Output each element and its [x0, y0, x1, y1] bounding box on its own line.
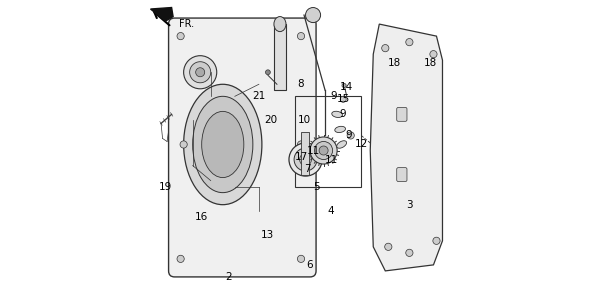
Text: 18: 18 [424, 58, 437, 68]
FancyBboxPatch shape [396, 168, 407, 182]
Ellipse shape [300, 154, 312, 166]
Ellipse shape [310, 137, 337, 164]
Bar [274, 24, 286, 90]
Text: 2: 2 [225, 272, 232, 282]
Ellipse shape [180, 141, 187, 148]
Text: 4: 4 [328, 206, 335, 216]
Ellipse shape [183, 84, 262, 205]
Text: 9: 9 [331, 91, 337, 101]
Ellipse shape [382, 45, 389, 52]
Ellipse shape [274, 17, 286, 32]
Text: 19: 19 [159, 182, 172, 192]
Text: 18: 18 [388, 58, 401, 68]
Ellipse shape [177, 33, 184, 40]
Text: 14: 14 [340, 82, 353, 92]
Ellipse shape [332, 111, 343, 117]
Text: 11: 11 [324, 154, 337, 165]
Ellipse shape [202, 111, 244, 178]
Ellipse shape [294, 148, 317, 171]
Text: 6: 6 [307, 260, 313, 270]
Text: FR.: FR. [179, 19, 194, 29]
Text: 7: 7 [304, 163, 310, 174]
Ellipse shape [337, 141, 346, 148]
Ellipse shape [193, 96, 253, 193]
Ellipse shape [430, 51, 437, 58]
Ellipse shape [342, 83, 346, 88]
Ellipse shape [335, 126, 346, 132]
Text: 20: 20 [264, 115, 277, 126]
Ellipse shape [266, 70, 270, 75]
Ellipse shape [340, 96, 346, 102]
Text: 10: 10 [297, 115, 310, 126]
Text: 13: 13 [261, 230, 274, 240]
Text: 9: 9 [346, 130, 352, 141]
Text: 15: 15 [336, 94, 350, 104]
Text: 12: 12 [355, 139, 368, 150]
Ellipse shape [314, 141, 333, 160]
Text: 8: 8 [298, 79, 304, 89]
Ellipse shape [297, 33, 304, 40]
Text: 11: 11 [306, 145, 320, 156]
Ellipse shape [177, 255, 184, 262]
Ellipse shape [347, 132, 355, 139]
Text: 3: 3 [406, 200, 412, 210]
Ellipse shape [385, 243, 392, 250]
FancyBboxPatch shape [396, 107, 407, 121]
Ellipse shape [319, 146, 328, 155]
Bar [301, 132, 309, 175]
Text: 21: 21 [253, 91, 266, 101]
Ellipse shape [289, 143, 322, 176]
Ellipse shape [196, 68, 205, 77]
Ellipse shape [183, 56, 217, 89]
Ellipse shape [406, 249, 413, 256]
Text: 16: 16 [195, 212, 208, 222]
Bar [295, 96, 361, 187]
Ellipse shape [306, 8, 320, 23]
Text: 17: 17 [294, 151, 307, 162]
Polygon shape [371, 24, 442, 271]
Ellipse shape [297, 255, 304, 262]
Ellipse shape [433, 237, 440, 244]
Ellipse shape [406, 39, 413, 46]
FancyBboxPatch shape [169, 18, 316, 277]
Text: 9: 9 [340, 109, 346, 119]
Polygon shape [150, 8, 173, 21]
Text: 5: 5 [313, 182, 319, 192]
Ellipse shape [189, 62, 211, 83]
Ellipse shape [297, 141, 304, 148]
